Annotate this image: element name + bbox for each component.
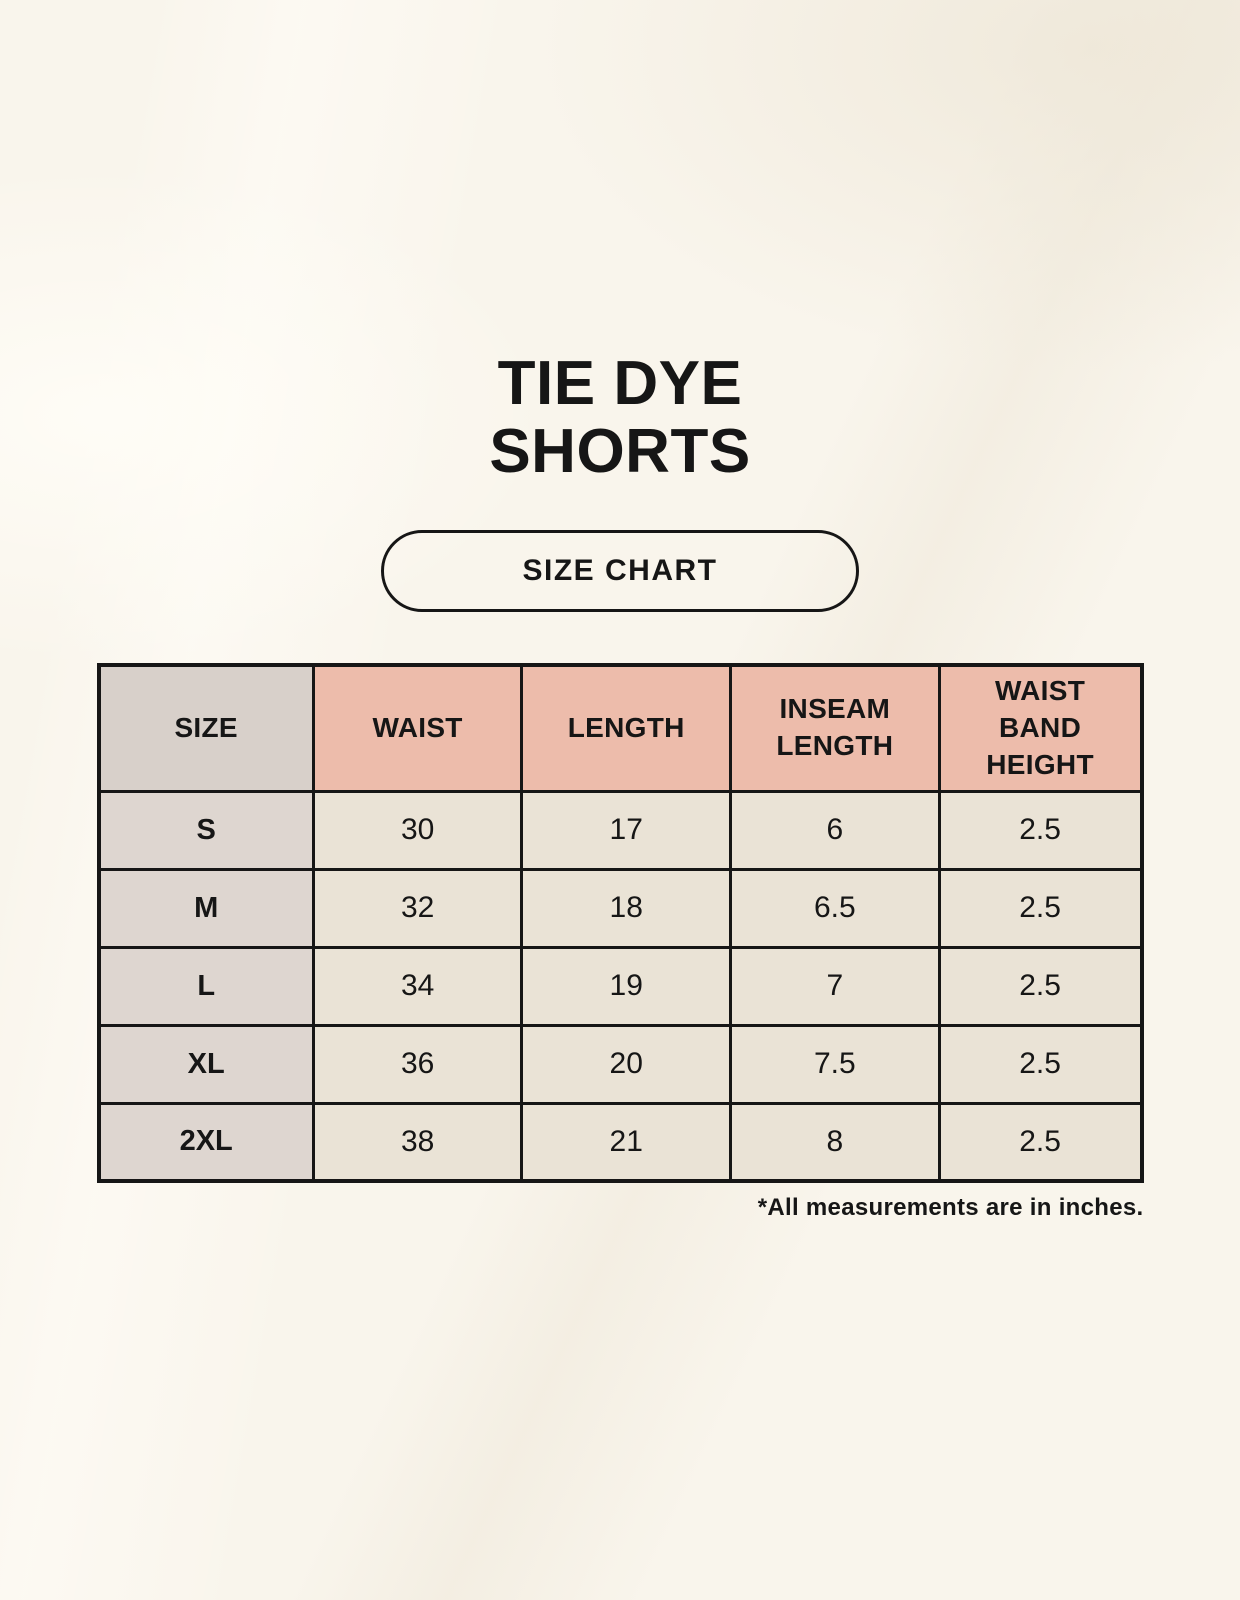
row-label-xl: XL: [97, 1023, 315, 1105]
row-label-s: S: [97, 789, 315, 871]
header-row: SIZE WAIST LENGTH INSEAM LENGTH WAIST BA…: [97, 663, 1144, 793]
cell-m-waistband: 2.5: [937, 867, 1144, 949]
cell-m-inseam: 6.5: [729, 867, 941, 949]
cell-l-waistband: 2.5: [937, 945, 1144, 1027]
cell-2xl-length: 21: [520, 1101, 733, 1183]
size-chart-page: TIE DYE SHORTS SIZE CHART SIZE WAIST LEN…: [96, 0, 1144, 1222]
table-row-2xl: 2XL 38 21 8 2.5: [97, 1101, 1144, 1183]
cell-l-waist: 34: [311, 945, 524, 1027]
product-title: TIE DYE SHORTS: [489, 350, 750, 486]
row-label-l: L: [97, 945, 315, 1027]
cell-l-inseam: 7: [729, 945, 941, 1027]
table-row-l: L 34 19 7 2.5: [97, 945, 1144, 1027]
product-title-line1: TIE DYE: [497, 349, 743, 418]
size-chart-button[interactable]: SIZE CHART: [381, 530, 859, 612]
table-row-m: M 32 18 6.5 2.5: [97, 867, 1144, 949]
size-chart-button-label: SIZE CHART: [522, 554, 718, 587]
cell-2xl-inseam: 8: [729, 1101, 941, 1183]
cell-m-waist: 32: [311, 867, 524, 949]
column-header-waist: WAIST: [311, 663, 524, 793]
cell-2xl-waistband: 2.5: [937, 1101, 1144, 1183]
cell-xl-inseam: 7.5: [729, 1023, 941, 1105]
cell-l-length: 19: [520, 945, 733, 1027]
cell-xl-length: 20: [520, 1023, 733, 1105]
cell-xl-waist: 36: [311, 1023, 524, 1105]
row-label-2xl: 2XL: [97, 1101, 315, 1183]
measurements-footnote: *All measurements are in inches.: [757, 1194, 1144, 1221]
row-label-m: M: [97, 867, 315, 949]
table-row-xl: XL 36 20 7.5 2.5: [97, 1023, 1144, 1105]
column-header-waist-band-height: WAIST BAND HEIGHT: [937, 663, 1144, 793]
cell-m-length: 18: [520, 867, 733, 949]
cell-xl-waistband: 2.5: [937, 1023, 1144, 1105]
column-header-size: SIZE: [97, 663, 315, 793]
cell-s-length: 17: [520, 789, 733, 871]
cell-s-inseam: 6: [729, 789, 941, 871]
size-chart-table: SIZE WAIST LENGTH INSEAM LENGTH WAIST BA…: [96, 663, 1144, 1183]
column-header-inseam-length: INSEAM LENGTH: [729, 663, 941, 793]
cell-s-waist: 30: [311, 789, 524, 871]
column-header-length: LENGTH: [520, 663, 733, 793]
cell-2xl-waist: 38: [311, 1101, 524, 1183]
table-row-s: S 30 17 6 2.5: [97, 789, 1144, 871]
cell-s-waistband: 2.5: [937, 789, 1144, 871]
product-title-line2: SHORTS: [489, 417, 751, 486]
